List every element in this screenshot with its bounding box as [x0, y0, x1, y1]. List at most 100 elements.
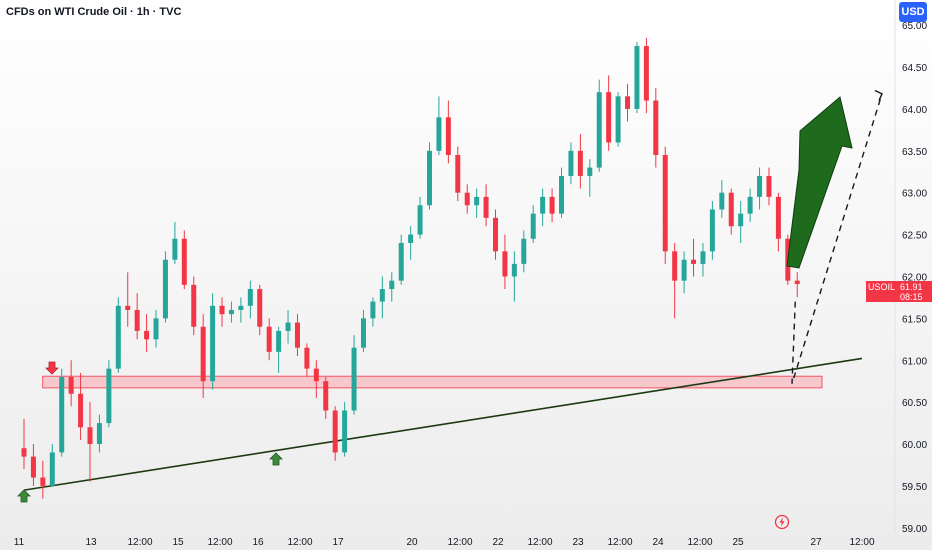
- trendline: [23, 357, 863, 491]
- candle-body: [445, 117, 451, 155]
- candle-body: [587, 167, 593, 176]
- x-tick-label: 22: [492, 537, 504, 548]
- y-tick-label: 65.00: [902, 21, 927, 32]
- y-tick-label: 60.50: [902, 398, 927, 409]
- candle-body: [757, 175, 763, 197]
- y-tick-label: 61.50: [902, 314, 927, 325]
- candle-body: [125, 305, 131, 310]
- projection-path: [791, 93, 883, 384]
- bullish-arrow: [786, 96, 853, 269]
- x-tick-label: 15: [172, 537, 184, 548]
- candle-body: [577, 150, 583, 176]
- candle-body: [568, 150, 574, 176]
- y-tick-label: 63.50: [902, 147, 927, 158]
- candle-body: [191, 284, 197, 327]
- candle-body: [379, 289, 385, 302]
- candle-body: [342, 410, 348, 453]
- candle-body: [351, 347, 357, 411]
- candle-body: [625, 96, 631, 109]
- candle-body: [68, 377, 74, 394]
- candle-body: [672, 251, 678, 281]
- candle-body: [172, 238, 178, 260]
- candle-body: [549, 196, 555, 214]
- candle-body: [615, 96, 621, 143]
- candle-body: [219, 305, 225, 315]
- candle-body: [775, 196, 781, 239]
- y-tick-label: 62.50: [902, 231, 927, 242]
- candle-body: [21, 448, 27, 457]
- candle-body: [153, 318, 159, 340]
- candle-body: [370, 301, 376, 319]
- candle-body: [49, 452, 55, 486]
- support-zone: [42, 375, 823, 389]
- x-tick-label: 27: [810, 537, 822, 548]
- x-tick-label: 13: [85, 537, 97, 548]
- candle-body: [596, 92, 602, 168]
- candle-body: [530, 213, 536, 239]
- candle-body: [653, 100, 659, 155]
- candle-body: [40, 477, 46, 486]
- x-tick-label: 17: [332, 537, 344, 548]
- candle-body: [266, 326, 272, 352]
- x-tick-label: 12:00: [527, 537, 552, 548]
- x-tick-label: 24: [652, 537, 664, 548]
- candle-body: [389, 280, 395, 290]
- candle-body: [521, 238, 527, 264]
- candle-body: [238, 305, 244, 310]
- candle-body: [408, 234, 414, 243]
- x-tick-label: 12:00: [447, 537, 472, 548]
- x-tick-label: 12:00: [287, 537, 312, 548]
- candle-body: [228, 309, 234, 315]
- x-tick-label: 12:00: [607, 537, 632, 548]
- candle-body: [30, 456, 36, 478]
- candle-body: [134, 309, 140, 331]
- candle-body: [106, 368, 112, 424]
- currency-button[interactable]: USD: [899, 2, 927, 22]
- candle-body: [738, 213, 744, 227]
- y-tick-label: 61.00: [902, 356, 927, 367]
- candle-body: [606, 92, 612, 143]
- buy-signal-icon: [269, 452, 283, 466]
- buy-signal-icon: [17, 489, 31, 503]
- candle-body: [398, 242, 404, 281]
- candle-body: [294, 322, 300, 348]
- chart-title: CFDs on WTI Crude Oil · 1h · TVC: [6, 6, 182, 18]
- candle-body: [59, 377, 65, 453]
- y-tick-label: 59.00: [902, 524, 927, 535]
- candle-body: [426, 150, 432, 206]
- x-tick-label: 23: [572, 537, 584, 548]
- sell-signal-icon: [45, 361, 59, 375]
- candle-body: [681, 259, 687, 281]
- candle-body: [634, 46, 640, 109]
- candle-body: [181, 238, 187, 285]
- candle-body: [483, 196, 489, 218]
- candle-body: [78, 393, 84, 428]
- x-tick-label: 16: [252, 537, 264, 548]
- candle-body: [144, 330, 150, 340]
- candle-body: [276, 330, 282, 352]
- candle-body: [540, 196, 546, 214]
- symbol-price-label: USOIL: [866, 281, 898, 302]
- x-tick-label: 25: [732, 537, 744, 548]
- y-tick-label: 64.00: [902, 105, 927, 116]
- y-tick-label: 60.00: [902, 440, 927, 451]
- x-tick-label: 12:00: [207, 537, 232, 548]
- y-tick-label: 62.00: [902, 272, 927, 283]
- x-tick-label: 12:00: [127, 537, 152, 548]
- candle-body: [559, 175, 565, 214]
- candle-body: [794, 280, 800, 285]
- candle-body: [643, 46, 649, 101]
- symbol-label: USOIL: [868, 282, 896, 292]
- candle-body: [96, 423, 102, 445]
- candle-body: [257, 289, 263, 327]
- candle-body: [247, 289, 253, 306]
- candle-body: [502, 251, 508, 277]
- candle-body: [417, 205, 423, 235]
- lightning-icon[interactable]: [774, 514, 790, 530]
- candle-body: [700, 251, 706, 264]
- y-tick-label: 64.50: [902, 63, 927, 74]
- candle-body: [210, 305, 216, 382]
- candle-body: [474, 196, 480, 206]
